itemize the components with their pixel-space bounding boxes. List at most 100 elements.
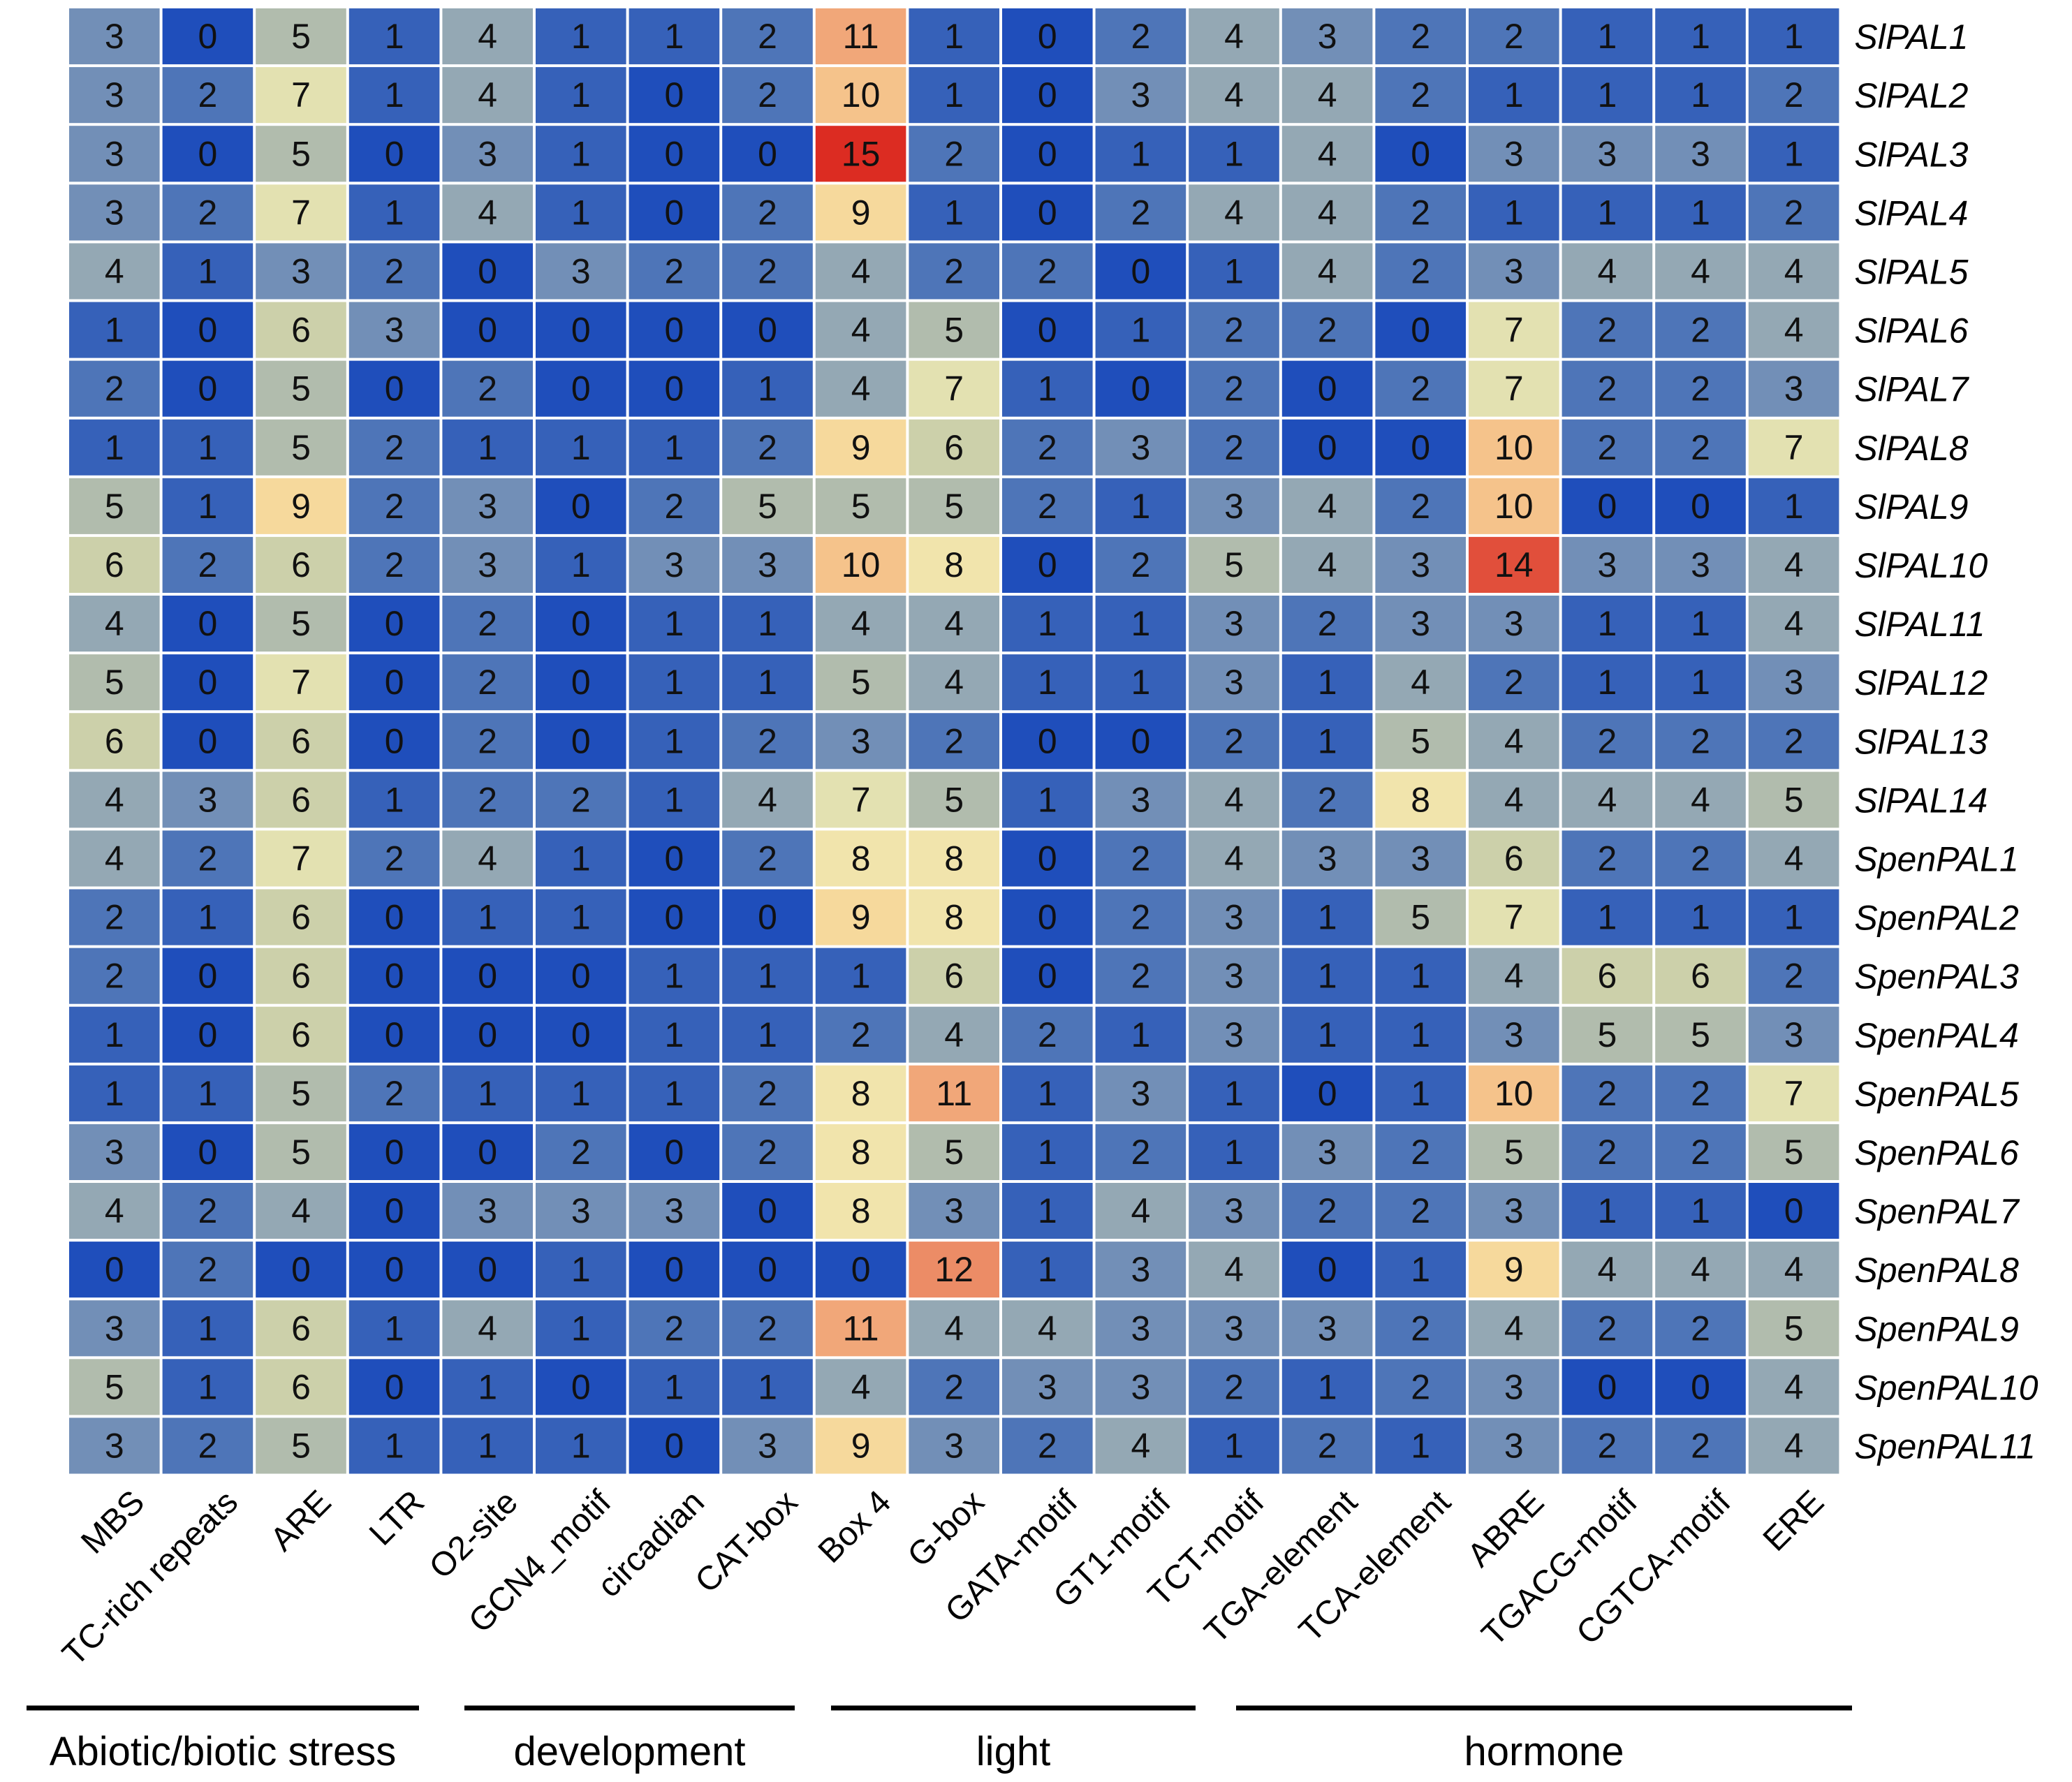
heatmap-cell bbox=[722, 1242, 813, 1298]
cell-value-label: 0 bbox=[385, 721, 404, 760]
cell-value-label: 2 bbox=[1131, 545, 1150, 584]
heatmap-cell bbox=[1562, 1006, 1653, 1063]
cell-value-label: 1 bbox=[198, 898, 217, 937]
heatmap-cell bbox=[1469, 302, 1559, 358]
cell-value-label: 3 bbox=[1504, 1426, 1524, 1465]
heatmap-cell bbox=[348, 830, 440, 887]
heatmap-cell bbox=[442, 1124, 533, 1180]
cell-value-label: 5 bbox=[1597, 1015, 1617, 1054]
cell-value-label: 6 bbox=[105, 545, 124, 584]
cell-value-label: 4 bbox=[1504, 1309, 1524, 1348]
cell-value-label: 9 bbox=[1504, 1250, 1524, 1289]
cell-value-label: 4 bbox=[944, 1015, 964, 1054]
cell-value-label: 0 bbox=[198, 604, 217, 643]
heatmap-cell bbox=[1655, 1300, 1746, 1357]
heatmap-cell bbox=[1281, 889, 1373, 945]
cell-value-label: 0 bbox=[198, 369, 217, 408]
cell-value-label: 2 bbox=[1597, 428, 1617, 467]
heatmap-cell bbox=[348, 596, 440, 652]
cell-value-label: 5 bbox=[1411, 898, 1430, 937]
heatmap-cell bbox=[1002, 126, 1093, 182]
heatmap-cell bbox=[909, 419, 999, 476]
heatmap-cell bbox=[536, 948, 626, 1004]
heatmap-cell bbox=[722, 419, 813, 476]
cell-value-label: 1 bbox=[1597, 604, 1617, 643]
cell-value-label: 1 bbox=[385, 780, 404, 819]
heatmap-cell bbox=[1002, 536, 1093, 593]
cell-value-label: 1 bbox=[1038, 1250, 1057, 1289]
heatmap-cell bbox=[1281, 1418, 1373, 1474]
heatmap-cell bbox=[162, 1242, 254, 1298]
cell-value-label: 0 bbox=[198, 1015, 217, 1054]
heatmap-cell bbox=[348, 1418, 440, 1474]
cell-value-label: 0 bbox=[1038, 898, 1057, 937]
heatmap-cell bbox=[1375, 8, 1466, 65]
heatmap-cell bbox=[722, 478, 813, 534]
cell-value-label: 6 bbox=[944, 428, 964, 467]
heatmap-cell bbox=[536, 596, 626, 652]
heatmap-cell bbox=[162, 302, 254, 358]
row-label: SlPAL4 bbox=[1854, 193, 1968, 233]
heatmap-cell bbox=[1655, 1183, 1746, 1239]
heatmap-cell bbox=[1469, 67, 1559, 124]
cell-value-label: 1 bbox=[944, 17, 964, 56]
heatmap-cell bbox=[1655, 419, 1746, 476]
cell-value-label: 2 bbox=[478, 721, 497, 760]
cell-value-label: 4 bbox=[1224, 839, 1244, 878]
heatmap-cell bbox=[722, 1065, 813, 1121]
heatmap-cell bbox=[1375, 1124, 1466, 1180]
cell-value-label: 3 bbox=[198, 780, 217, 819]
cell-value-label: 8 bbox=[851, 839, 871, 878]
heatmap-cell bbox=[1002, 243, 1093, 300]
heatmap-cell bbox=[69, 772, 160, 828]
cell-value-label: 3 bbox=[1224, 1309, 1244, 1348]
cell-value-label: 4 bbox=[1784, 1250, 1804, 1289]
cell-value-label: 4 bbox=[1691, 251, 1710, 290]
cell-value-label: 1 bbox=[478, 1426, 497, 1465]
cell-value-label: 6 bbox=[291, 545, 311, 584]
heatmap-cell bbox=[1655, 713, 1746, 770]
heatmap-cell bbox=[348, 1300, 440, 1357]
cell-value-label: 4 bbox=[944, 1309, 964, 1348]
heatmap-cell bbox=[69, 184, 160, 241]
heatmap-cell bbox=[815, 889, 906, 945]
heatmap-cell bbox=[1562, 596, 1653, 652]
cell-value-label: 1 bbox=[571, 17, 591, 56]
cell-value-label: 3 bbox=[478, 545, 497, 584]
cell-value-label: 3 bbox=[944, 1191, 964, 1230]
heatmap-cell bbox=[1469, 126, 1559, 182]
cell-value-label: 2 bbox=[944, 721, 964, 760]
heatmap-cell bbox=[256, 1124, 346, 1180]
heatmap-cell bbox=[1748, 654, 1839, 711]
column-label: ABRE bbox=[1460, 1484, 1551, 1575]
cell-value-label: 1 bbox=[1224, 1426, 1244, 1465]
cell-value-label: 2 bbox=[1411, 487, 1430, 526]
cell-value-label: 0 bbox=[291, 1250, 311, 1289]
heatmap-cell bbox=[1562, 126, 1653, 182]
heatmap-cell bbox=[1095, 302, 1186, 358]
cell-value-label: 2 bbox=[1691, 721, 1710, 760]
cell-value-label: 1 bbox=[1597, 663, 1617, 702]
heatmap-cell bbox=[1562, 654, 1653, 711]
heatmap-cell bbox=[909, 8, 999, 65]
heatmap-cell bbox=[69, 1183, 160, 1239]
cell-value-label: 0 bbox=[664, 75, 684, 115]
heatmap-cell bbox=[1095, 67, 1186, 124]
cell-value-label: 0 bbox=[1411, 428, 1430, 467]
heatmap-cell bbox=[1281, 1242, 1373, 1298]
heatmap-cell bbox=[348, 1124, 440, 1180]
cell-value-label: 0 bbox=[1411, 134, 1430, 173]
cell-value-label: 3 bbox=[1597, 545, 1617, 584]
cell-value-label: 3 bbox=[1224, 898, 1244, 937]
row-label: SlPAL6 bbox=[1854, 311, 1968, 351]
heatmap-cell bbox=[815, 360, 906, 417]
cell-value-label: 1 bbox=[1318, 1015, 1337, 1054]
cell-value-label: 3 bbox=[105, 1426, 124, 1465]
heatmap-cell bbox=[162, 184, 254, 241]
cell-value-label: 1 bbox=[1224, 1133, 1244, 1172]
heatmap-cell bbox=[348, 1242, 440, 1298]
heatmap-cell bbox=[629, 889, 720, 945]
cell-value-label: 0 bbox=[1038, 839, 1057, 878]
heatmap-cell bbox=[1655, 830, 1746, 887]
heatmap-cell bbox=[1189, 1418, 1279, 1474]
